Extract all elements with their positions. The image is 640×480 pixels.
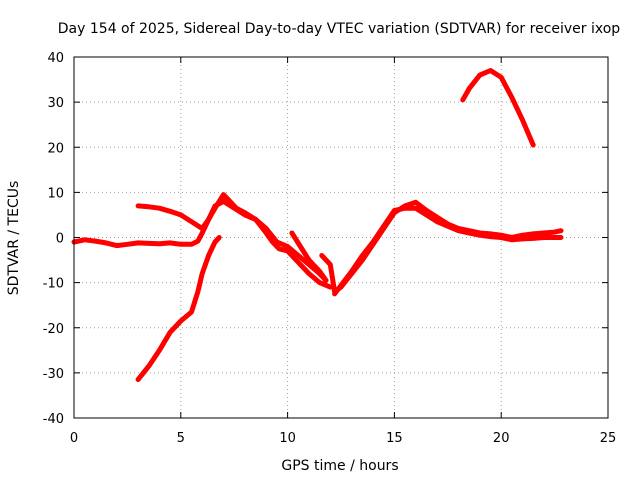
series-line-5 (319, 199, 564, 295)
y-tick-label: -10 (43, 277, 64, 292)
y-tick-label: -30 (43, 367, 64, 382)
x-tick-label: 10 (279, 431, 296, 446)
y-axis-label: SDTVAR / TECUs (6, 181, 22, 296)
x-tick-label: 20 (493, 431, 510, 446)
y-tick-label: 0 (56, 232, 64, 247)
series-line-3 (135, 235, 222, 383)
y-tick-label: -20 (43, 322, 64, 337)
y-tick-label: 30 (47, 96, 64, 111)
series-line-7 (460, 68, 536, 148)
y-tick-label: -40 (43, 412, 64, 427)
series-line-4 (289, 230, 329, 283)
series-line-6 (332, 205, 564, 297)
series-layer (71, 68, 564, 383)
ticks: 0 5 10 15 20 25 -40 -30 -20 -10 0 10 20 30 40 (43, 51, 617, 446)
y-tick-label: 10 (47, 186, 64, 201)
x-tick-label: 25 (600, 431, 617, 446)
series-line-2 (135, 198, 329, 283)
x-tick-label: 0 (70, 431, 78, 446)
x-axis-label: GPS time / hours (281, 458, 398, 474)
chart-title: Day 154 of 2025, Sidereal Day-to-day VTE… (58, 21, 621, 37)
x-tick-label: 15 (386, 431, 403, 446)
y-tick-label: 20 (47, 141, 64, 156)
x-tick-label: 5 (177, 431, 185, 446)
y-tick-label: 40 (47, 51, 64, 66)
